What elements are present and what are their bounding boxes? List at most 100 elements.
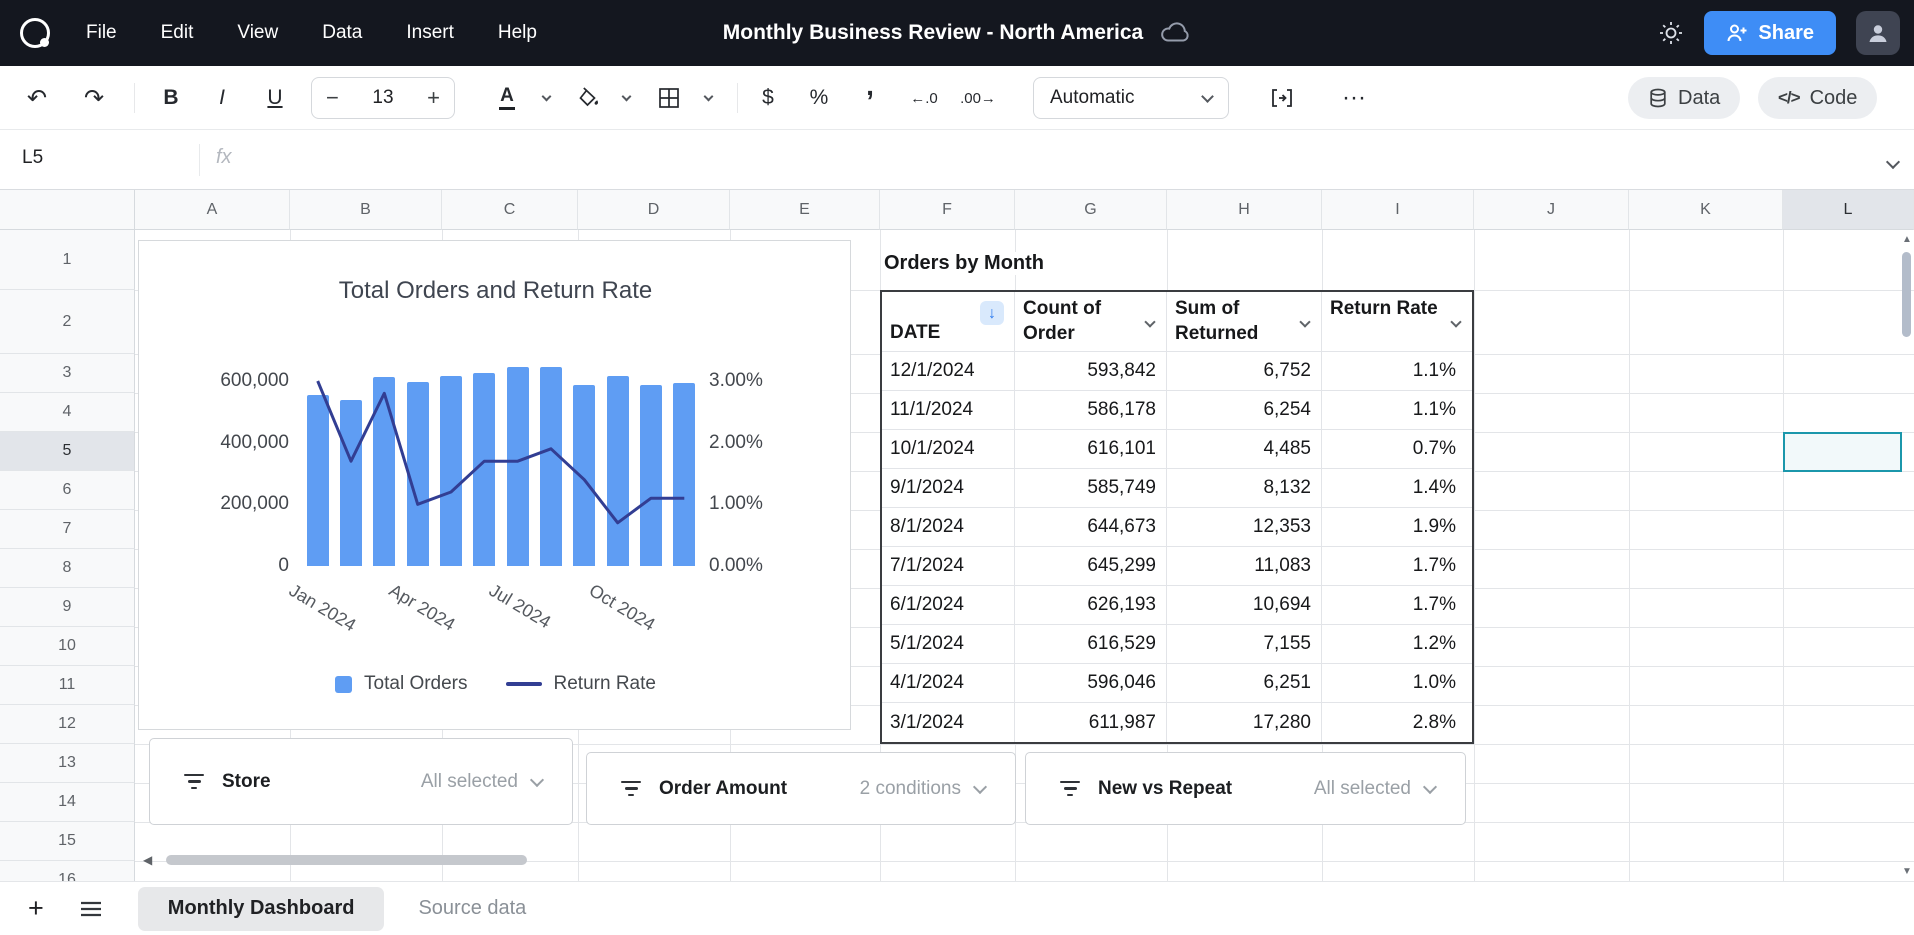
orders-table-row[interactable]: 12/1/2024593,8426,7521.1% (882, 352, 1472, 391)
orders-table[interactable]: DATE ↓ Count of Order Sum of Returned Re… (880, 290, 1474, 744)
filter-store[interactable]: Store All selected (149, 738, 573, 825)
orders-table-row[interactable]: 4/1/2024596,0466,2511.0% (882, 664, 1472, 703)
orders-chart[interactable]: Total Orders and Return Rate Total Order… (138, 240, 851, 730)
code-panel-button[interactable]: </> Code (1758, 77, 1877, 119)
orders-table-row[interactable]: 11/1/2024586,1786,2541.1% (882, 391, 1472, 430)
orders-table-row[interactable]: 6/1/2024626,19310,6941.7% (882, 586, 1472, 625)
row-header-2[interactable]: 2 (0, 290, 135, 354)
menu-help[interactable]: Help (498, 22, 537, 44)
column-header-E[interactable]: E (730, 190, 880, 230)
sort-descending-icon[interactable]: ↓ (980, 301, 1004, 325)
formula-bar-expand[interactable] (1888, 154, 1898, 172)
number-format-select[interactable]: Automatic (1033, 77, 1229, 119)
orders-table-row[interactable]: 3/1/2024611,98717,2802.8% (882, 703, 1472, 742)
column-header-F[interactable]: F (880, 190, 1015, 230)
row-header-3[interactable]: 3 (0, 354, 135, 393)
increase-decimals-button[interactable]: .00→ (957, 78, 999, 118)
column-header-L[interactable]: L (1783, 190, 1914, 230)
row-header-12[interactable]: 12 (0, 705, 135, 744)
row-header-1[interactable]: 1 (0, 230, 135, 290)
column-header-H[interactable]: H (1167, 190, 1322, 230)
orders-col-returned[interactable]: Sum of Returned (1167, 292, 1322, 351)
italic-button[interactable]: I (201, 78, 243, 118)
column-header-A[interactable]: A (135, 190, 290, 230)
row-header-5[interactable]: 5 (0, 432, 135, 471)
fill-color-dropdown[interactable] (605, 78, 647, 118)
borders-dropdown[interactable] (687, 78, 729, 118)
column-header-I[interactable]: I (1322, 190, 1474, 230)
data-panel-button[interactable]: Data (1628, 77, 1740, 119)
row-header-13[interactable]: 13 (0, 744, 135, 783)
orders-table-row[interactable]: 5/1/2024616,5297,1551.2% (882, 625, 1472, 664)
select-all-corner[interactable] (0, 190, 135, 230)
column-header-B[interactable]: B (290, 190, 442, 230)
fill-color-button[interactable] (567, 78, 609, 118)
app-logo-icon[interactable] (20, 18, 50, 48)
row-header-10[interactable]: 10 (0, 627, 135, 666)
column-header-K[interactable]: K (1629, 190, 1783, 230)
decrease-decimals-button[interactable]: ←.0 (903, 78, 945, 118)
row-header-4[interactable]: 4 (0, 393, 135, 432)
orders-table-row[interactable]: 8/1/2024644,67312,3531.9% (882, 508, 1472, 547)
currency-format-button[interactable]: $ (747, 78, 789, 118)
column-header-J[interactable]: J (1474, 190, 1629, 230)
menu-data[interactable]: Data (322, 22, 362, 44)
merge-cells-button[interactable] (1261, 78, 1303, 118)
font-size-value[interactable]: 13 (372, 87, 393, 109)
row-header-14[interactable]: 14 (0, 783, 135, 822)
sheet-list-button[interactable] (80, 901, 102, 917)
account-avatar[interactable] (1856, 11, 1900, 55)
selected-cell-L5[interactable] (1783, 432, 1902, 472)
orders-col-date[interactable]: DATE ↓ (882, 292, 1015, 351)
menu-insert[interactable]: Insert (406, 22, 454, 44)
orders-col-count[interactable]: Count of Order (1015, 292, 1167, 351)
row-header-7[interactable]: 7 (0, 510, 135, 549)
column-header-G[interactable]: G (1015, 190, 1167, 230)
borders-button[interactable] (648, 78, 690, 118)
vertical-scrollbar[interactable]: ▲ ▼ (1900, 230, 1914, 881)
row-header-8[interactable]: 8 (0, 549, 135, 588)
return-rate-cell: 2.8% (1322, 703, 1472, 742)
underline-button[interactable]: U (254, 78, 296, 118)
tab-monthly-dashboard[interactable]: Monthly Dashboard (138, 887, 385, 931)
orders-col-rate[interactable]: Return Rate (1322, 292, 1472, 351)
scroll-up-icon[interactable]: ▲ (1901, 234, 1913, 245)
theme-toggle-icon[interactable] (1658, 20, 1684, 46)
more-options-button[interactable]: ··· (1333, 78, 1375, 118)
scroll-down-icon[interactable]: ▼ (1901, 866, 1913, 877)
percent-format-button[interactable]: % (798, 78, 840, 118)
scroll-left-icon[interactable]: ◀ (143, 853, 152, 867)
menu-file[interactable]: File (86, 22, 117, 44)
menu-view[interactable]: View (237, 22, 278, 44)
bold-button[interactable]: B (150, 78, 192, 118)
row-header-15[interactable]: 15 (0, 822, 135, 861)
orders-table-row[interactable]: 7/1/2024645,29911,0831.7% (882, 547, 1472, 586)
cell-reference[interactable]: L5 (22, 147, 43, 169)
filter-order-amount[interactable]: Order Amount 2 conditions (586, 752, 1016, 825)
share-button[interactable]: Share (1704, 11, 1836, 55)
row-header-6[interactable]: 6 (0, 471, 135, 510)
row-header-9[interactable]: 9 (0, 588, 135, 627)
orders-table-row[interactable]: 9/1/2024585,7498,1321.4% (882, 469, 1472, 508)
text-color-dropdown[interactable] (525, 78, 567, 118)
filter-new-vs-repeat[interactable]: New vs Repeat All selected (1025, 752, 1466, 825)
redo-button[interactable]: ↷ (73, 78, 115, 118)
horizontal-scrollbar-thumb[interactable] (166, 855, 527, 865)
undo-button[interactable]: ↶ (16, 78, 58, 118)
thousands-separator-button[interactable]: , (849, 66, 891, 106)
tab-source-data[interactable]: Source data (418, 897, 526, 920)
column-header-D[interactable]: D (578, 190, 730, 230)
document-title[interactable]: Monthly Business Review - North America (723, 21, 1143, 45)
add-sheet-button[interactable]: + (28, 895, 44, 922)
font-size-decrease-button[interactable]: − (326, 85, 339, 111)
vertical-scrollbar-thumb[interactable] (1902, 252, 1911, 337)
font-size-increase-button[interactable]: + (427, 85, 440, 111)
row-header-11[interactable]: 11 (0, 666, 135, 705)
row-header-16[interactable]: 16 (0, 861, 135, 881)
formula-input[interactable] (260, 142, 1820, 178)
menu-edit[interactable]: Edit (161, 22, 194, 44)
code-icon: </> (1778, 88, 1800, 108)
column-header-C[interactable]: C (442, 190, 578, 230)
text-color-button[interactable]: A (486, 78, 528, 118)
orders-table-row[interactable]: 10/1/2024616,1014,4850.7% (882, 430, 1472, 469)
